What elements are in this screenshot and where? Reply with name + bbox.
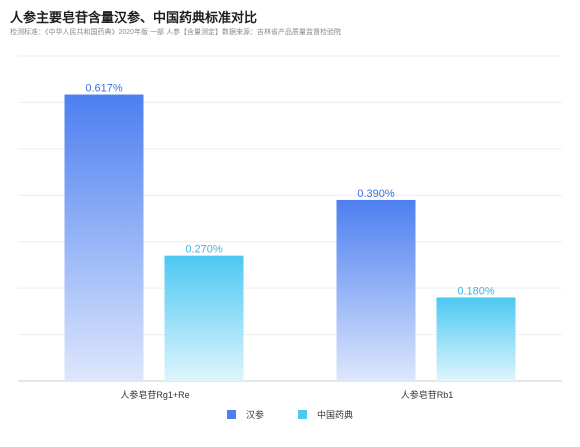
chart-title: 人参主要皂苷含量汉参、中国药典标准对比 [10, 10, 258, 25]
bar-hanshen-0[interactable] [64, 94, 144, 382]
legend-item-hanshen[interactable]: 汉参 [226, 408, 264, 421]
legend: 汉参 中国药典 [0, 408, 580, 421]
x-tick-label: 人参皂苷Rb1 [401, 389, 454, 400]
data-label: 0.617% [85, 83, 123, 95]
legend-label-pharmacopoeia: 中国药典 [317, 410, 354, 420]
data-label: 0.180% [457, 285, 495, 297]
bar-hanshen-1[interactable] [336, 199, 416, 381]
x-tick-label: 人参皂苷Rg1+Re [120, 389, 189, 400]
data-label: 0.270% [185, 244, 223, 256]
legend-label-hanshen: 汉参 [245, 410, 264, 420]
chart-subtitle: 检测标准：《中华人民共和国药典》2020年版 一部 人参【含量测定】数据来源：吉… [10, 29, 341, 36]
legend-swatch-hanshen [226, 410, 236, 419]
legend-item-pharmacopoeia[interactable]: 中国药典 [298, 408, 353, 421]
legend-swatch-pharmacopoeia [298, 410, 307, 419]
data-label: 0.390% [357, 188, 395, 200]
bar-pharmacopoeia-1[interactable] [436, 297, 516, 381]
bar-pharmacopoeia-0[interactable] [164, 255, 244, 381]
